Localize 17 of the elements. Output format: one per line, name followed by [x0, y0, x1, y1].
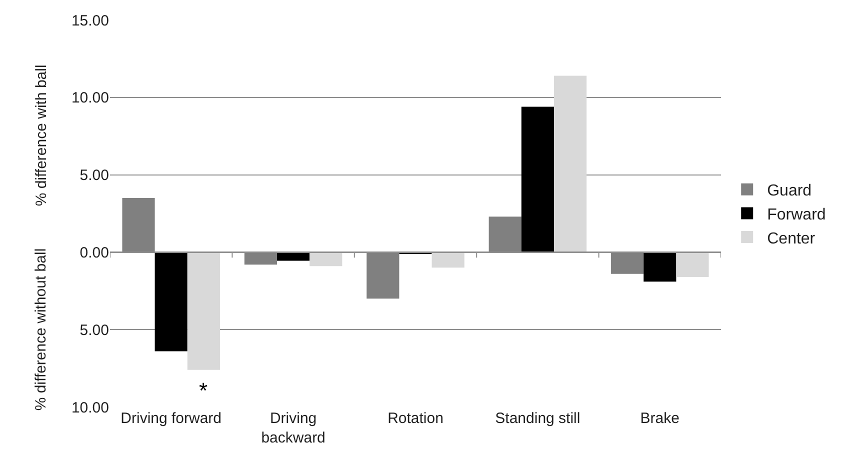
annotation: * — [199, 378, 208, 403]
y-tick-label: 5.00 — [80, 167, 109, 184]
x-tick-label: Brake — [640, 410, 680, 427]
text: % difference without ball — [32, 248, 50, 411]
legend-label: Forward — [767, 206, 826, 224]
y-tick-label: 5.00 — [80, 322, 109, 339]
y-tick-label: 10.00 — [71, 399, 109, 416]
y-tick-label: 10.00 — [71, 90, 109, 107]
y-tick-label: 15.00 — [71, 12, 109, 30]
legend-label: Center — [767, 230, 816, 248]
x-tick-label: Standing still — [495, 410, 580, 427]
y-tick-label: 0.00 — [80, 244, 109, 262]
x-tick-label: Driving backward — [261, 410, 326, 446]
x-tick-label: Driving forward — [120, 410, 222, 427]
legend-label: Guard — [767, 182, 812, 200]
x-tick-label: Rotation — [388, 410, 444, 427]
text: % difference with ball — [32, 64, 50, 206]
